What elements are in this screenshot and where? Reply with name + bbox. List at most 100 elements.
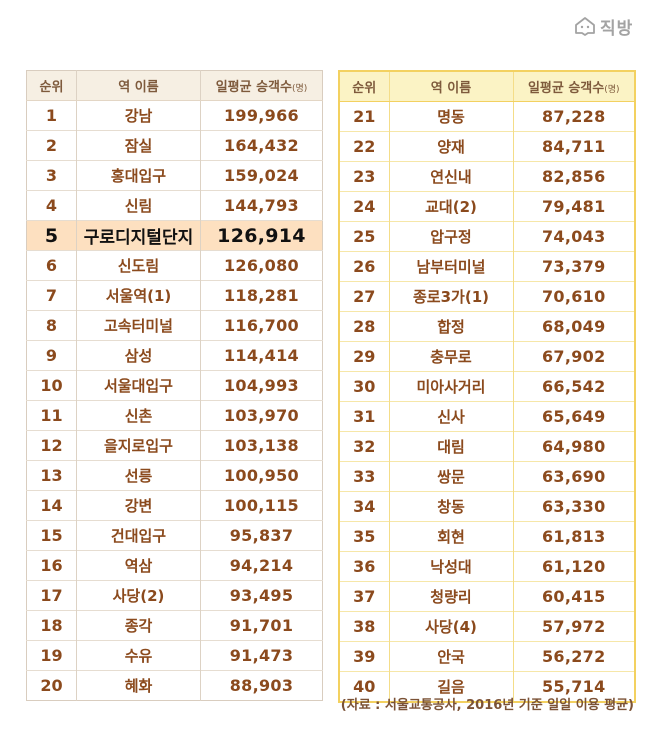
count-cell: 118,281 [200, 280, 323, 311]
count-cell: 60,415 [512, 581, 635, 612]
rank-cell: 14 [26, 490, 77, 521]
table-row: 28 합정 68,049 [339, 311, 635, 342]
count-cell: 57,972 [512, 611, 635, 642]
count-cell: 63,690 [512, 461, 635, 492]
rank-cell: 4 [26, 190, 77, 221]
table-row: 18 종각 91,701 [26, 610, 323, 641]
table-row: 14 강변 100,115 [26, 490, 323, 521]
table-row: 11 신촌 103,970 [26, 400, 323, 431]
rank-cell: 3 [26, 160, 77, 191]
station-cell: 미아사거리 [388, 371, 513, 402]
table-header-row: 순위 역 이름 일평균 승객수(명) [26, 70, 323, 101]
rank-cell: 36 [339, 551, 389, 582]
table-row: 20 혜화 88,903 [26, 670, 323, 701]
count-cell: 104,993 [200, 370, 323, 401]
count-cell: 116,700 [200, 310, 323, 341]
station-cell: 사당(4) [388, 611, 513, 642]
count-cell: 126,914 [200, 220, 323, 251]
rank-cell: 7 [26, 280, 77, 311]
table-row: 23 연신내 82,856 [339, 161, 635, 192]
rank-cell: 39 [339, 641, 389, 672]
table-row: 36 낙성대 61,120 [339, 551, 635, 582]
station-cell: 충무로 [388, 341, 513, 372]
count-cell: 55,714 [512, 671, 635, 702]
rank-cell: 35 [339, 521, 389, 552]
header-count-unit: (명) [604, 85, 620, 95]
count-cell: 82,856 [512, 161, 635, 192]
rank-cell: 16 [26, 550, 77, 581]
station-cell: 압구정 [388, 221, 513, 252]
rank-cell: 25 [339, 221, 389, 252]
station-cell: 서울대입구 [76, 370, 201, 401]
station-cell: 잠실 [76, 130, 201, 161]
table-row: 30 미아사거리 66,542 [339, 371, 635, 402]
count-cell: 61,120 [512, 551, 635, 582]
table-row: 10 서울대입구 104,993 [26, 370, 323, 401]
rank-cell: 40 [339, 671, 389, 702]
header-station: 역 이름 [76, 70, 201, 101]
count-cell: 100,950 [200, 460, 323, 491]
rank-cell: 10 [26, 370, 77, 401]
ranking-rows-right: 21 명동 87,228 22 양재 84,711 23 연신내 82,856 24 교대(2) 79… [339, 101, 635, 702]
count-cell: 79,481 [512, 191, 635, 222]
count-cell: 100,115 [200, 490, 323, 521]
station-cell: 강남 [76, 100, 201, 131]
count-cell: 95,837 [200, 520, 323, 551]
rank-cell: 27 [339, 281, 389, 312]
rank-cell: 31 [339, 401, 389, 432]
header-rank: 순위 [26, 70, 77, 101]
count-cell: 91,701 [200, 610, 323, 641]
station-cell: 남부터미널 [388, 251, 513, 282]
header-rank: 순위 [339, 71, 389, 102]
station-cell: 강변 [76, 490, 201, 521]
station-cell: 안국 [388, 641, 513, 672]
station-cell: 교대(2) [388, 191, 513, 222]
rank-cell: 23 [339, 161, 389, 192]
rank-cell: 24 [339, 191, 389, 222]
station-cell: 창동 [388, 491, 513, 522]
station-cell: 청량리 [388, 581, 513, 612]
rank-cell: 9 [26, 340, 77, 371]
table-row: 21 명동 87,228 [339, 101, 635, 132]
ranking-rows-left: 1 강남 199,966 2 잠실 164,432 3 홍대입구 159,024 4 신림 144,7… [26, 100, 323, 701]
table-row: 39 안국 56,272 [339, 641, 635, 672]
table-row: 29 충무로 67,902 [339, 341, 635, 372]
rank-cell: 20 [26, 670, 77, 701]
brand-logo: 직방 [574, 10, 633, 42]
table-row: 13 선릉 100,950 [26, 460, 323, 491]
table-row: 19 수유 91,473 [26, 640, 323, 671]
station-cell: 신도림 [76, 250, 201, 281]
count-cell: 114,414 [200, 340, 323, 371]
count-cell: 199,966 [200, 100, 323, 131]
rank-cell: 5 [26, 220, 77, 251]
rank-cell: 33 [339, 461, 389, 492]
station-cell: 역삼 [76, 550, 201, 581]
table-row: 27 종로3가(1) 70,610 [339, 281, 635, 312]
station-cell: 홍대입구 [76, 160, 201, 191]
count-cell: 67,902 [512, 341, 635, 372]
station-cell: 신촌 [76, 400, 201, 431]
rank-cell: 34 [339, 491, 389, 522]
count-cell: 93,495 [200, 580, 323, 611]
table-row: 22 양재 84,711 [339, 131, 635, 162]
count-cell: 68,049 [512, 311, 635, 342]
rank-cell: 21 [339, 101, 389, 132]
station-cell: 신사 [388, 401, 513, 432]
table-row: 7 서울역(1) 118,281 [26, 280, 323, 311]
count-cell: 91,473 [200, 640, 323, 671]
table-row: 16 역삼 94,214 [26, 550, 323, 581]
station-cell: 명동 [388, 101, 513, 132]
count-cell: 70,610 [512, 281, 635, 312]
table-row: 34 창동 63,330 [339, 491, 635, 522]
station-cell: 신림 [76, 190, 201, 221]
rank-cell: 6 [26, 250, 77, 281]
header-count-label: 일평균 승객수 [215, 80, 292, 95]
rank-cell: 12 [26, 430, 77, 461]
count-cell: 87,228 [512, 101, 635, 132]
rank-cell: 26 [339, 251, 389, 282]
station-cell: 사당(2) [76, 580, 201, 611]
table-row: 15 건대입구 95,837 [26, 520, 323, 551]
rank-cell: 11 [26, 400, 77, 431]
station-cell: 합정 [388, 311, 513, 342]
count-cell: 94,214 [200, 550, 323, 581]
